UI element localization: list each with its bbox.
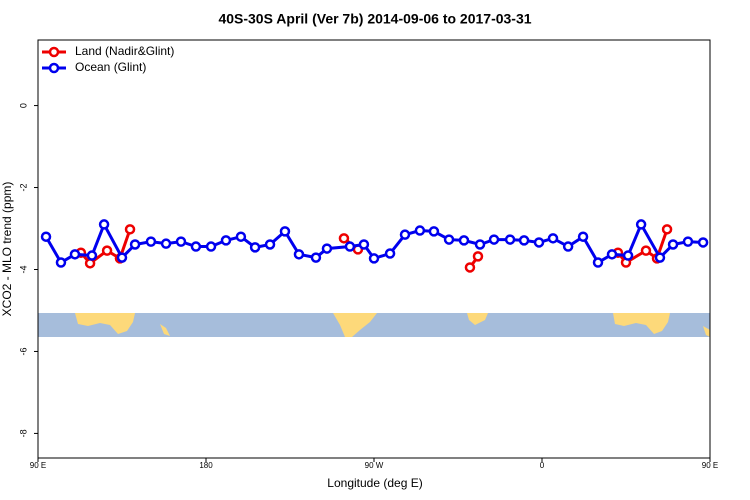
data-point — [101, 245, 113, 256]
data-point — [697, 237, 709, 248]
data-point — [592, 257, 604, 268]
data-point — [264, 239, 276, 250]
data-point — [622, 250, 634, 261]
data-point — [399, 229, 411, 240]
data-point — [358, 239, 370, 250]
data-point — [220, 235, 232, 246]
data-point — [338, 233, 350, 244]
data-point — [98, 219, 110, 230]
data-point — [533, 237, 545, 248]
land-map — [75, 313, 135, 334]
data-point — [293, 249, 305, 260]
legend-marker — [48, 62, 60, 74]
data-point — [661, 224, 673, 235]
data-point — [518, 235, 530, 246]
x-tick-label: 180 — [199, 461, 213, 470]
data-point — [682, 236, 694, 247]
chart-title: 40S-30S April (Ver 7b) 2014-09-06 to 201… — [218, 11, 531, 27]
data-point — [562, 241, 574, 252]
data-point — [40, 231, 52, 242]
y-tick-label: 0 — [18, 103, 28, 108]
x-tick-label: 90 E — [30, 461, 46, 470]
data-point — [344, 241, 356, 252]
x-tick-label: 90 E — [702, 461, 718, 470]
data-point — [69, 249, 81, 260]
data-point — [310, 252, 322, 263]
data-point — [235, 231, 247, 242]
data-point — [145, 236, 157, 247]
data-point — [474, 239, 486, 250]
data-point — [504, 234, 516, 245]
ocean-map — [38, 313, 710, 337]
data-point — [464, 262, 476, 273]
data-point — [667, 239, 679, 250]
y-tick-label: -6 — [18, 347, 28, 355]
x-axis-label: Longitude (deg E) — [327, 476, 422, 490]
data-point — [129, 239, 141, 250]
data-point — [414, 225, 426, 236]
land-map — [467, 313, 488, 325]
data-point — [654, 252, 666, 263]
land-map — [160, 324, 170, 336]
plot-frame — [37, 39, 711, 459]
legend-label: Ocean (Glint) — [75, 60, 146, 74]
land-map — [613, 313, 670, 334]
land-map — [333, 313, 377, 337]
data-point — [443, 234, 455, 245]
legend-label: Land (Nadir&Glint) — [75, 44, 174, 58]
data-point — [384, 248, 396, 259]
data-point — [116, 252, 128, 263]
data-point — [55, 257, 67, 268]
data-point — [279, 226, 291, 237]
y-tick-label: -4 — [18, 265, 28, 273]
legend-marker — [48, 46, 60, 58]
data-point — [635, 219, 647, 230]
data-point — [190, 241, 202, 252]
x-tick-label: 90 W — [365, 461, 384, 470]
y-tick-label: -8 — [18, 429, 28, 437]
y-tick-label: -2 — [18, 184, 28, 192]
data-point — [160, 238, 172, 249]
data-point — [175, 236, 187, 247]
data-point — [577, 231, 589, 242]
map-strip — [38, 313, 710, 337]
data-point — [606, 249, 618, 260]
data-point — [86, 250, 98, 261]
data-point — [640, 245, 652, 256]
data-point — [205, 241, 217, 252]
data-point — [488, 234, 500, 245]
data-point — [249, 242, 261, 253]
data-point — [458, 235, 470, 246]
y-axis-label: XCO2 - MLO trend (ppm) — [0, 182, 14, 317]
data-point — [547, 233, 559, 244]
data-point — [428, 226, 440, 237]
x-tick-label: 0 — [540, 461, 545, 470]
data-point — [321, 243, 333, 254]
data-point — [124, 224, 136, 235]
data-point — [472, 251, 484, 262]
data-point — [368, 253, 380, 264]
land-map — [703, 326, 710, 337]
